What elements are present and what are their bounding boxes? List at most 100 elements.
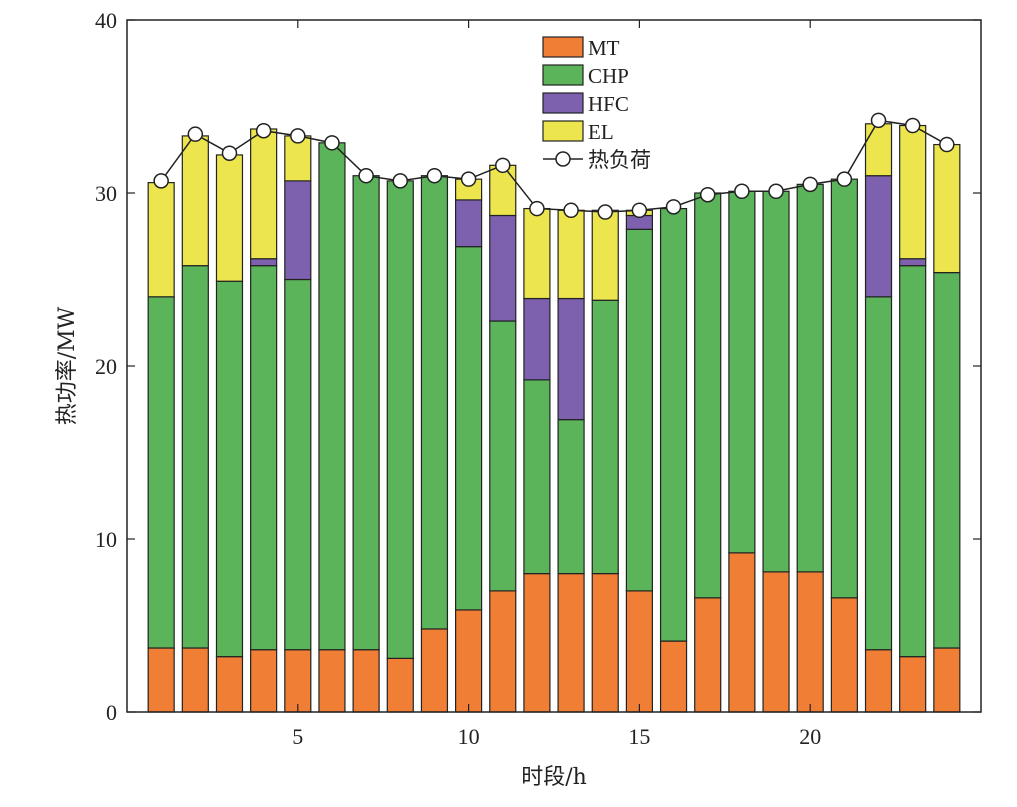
legend-label-hfc: HFC <box>588 92 629 116</box>
bar-chp-4 <box>250 265 278 651</box>
bar-mt-3 <box>215 656 244 713</box>
bar-chp-2 <box>181 265 209 649</box>
bar-mt-13 <box>557 572 585 713</box>
bar-mt-17 <box>694 597 722 713</box>
legend-marker-heat-load <box>555 151 571 167</box>
heat-load-point-2 <box>187 126 204 142</box>
bar-mt-12 <box>523 572 551 713</box>
bar-mt-15 <box>625 590 654 713</box>
bar-chp-1 <box>147 296 175 649</box>
bar-chp-22 <box>864 296 893 651</box>
line-layer <box>153 112 955 220</box>
bar-chp-7 <box>352 175 380 651</box>
bar-hfc-23 <box>899 258 927 267</box>
bar-mt-6 <box>318 649 346 713</box>
bar-mt-7 <box>352 649 380 713</box>
legend-label-chp: CHP <box>588 64 629 88</box>
y-axis-title: 热功率/MW <box>55 306 80 425</box>
bar-el-24 <box>933 143 961 274</box>
bar-hfc-10 <box>455 199 483 248</box>
heat-load-point-15 <box>631 202 648 219</box>
heat-load-point-21 <box>836 171 853 187</box>
bar-el-12 <box>523 207 551 300</box>
heat-load-point-18 <box>734 183 750 200</box>
bar-chp-14 <box>591 299 619 575</box>
heat-load-point-17 <box>699 186 716 203</box>
bar-hfc-22 <box>864 175 893 298</box>
bar-chp-16 <box>659 207 688 642</box>
bar-el-3 <box>215 154 244 282</box>
bar-mt-2 <box>181 647 209 713</box>
heat-load-point-22 <box>870 112 887 129</box>
legend-swatch-el <box>542 120 584 142</box>
y-tick-label-20: 20 <box>95 354 117 379</box>
bar-chp-12 <box>523 379 551 575</box>
heat-load-point-13 <box>563 202 579 219</box>
legend-swatch-mt <box>542 36 584 58</box>
bar-mt-23 <box>899 656 927 713</box>
bar-chp-24 <box>933 271 961 649</box>
bar-el-23 <box>899 124 927 260</box>
heat-load-point-7 <box>358 167 374 184</box>
x-tick-label-10: 10 <box>458 724 480 749</box>
legend-swatch-chp <box>542 64 584 86</box>
bar-mt-1 <box>147 647 175 713</box>
bar-el-14 <box>591 209 619 301</box>
heat-load-point-5 <box>290 128 306 144</box>
heat-load-point-19 <box>768 183 784 200</box>
bar-el-13 <box>557 209 585 300</box>
bar-mt-10 <box>455 609 483 713</box>
bar-chp-19 <box>762 190 790 573</box>
y-tick-label-30: 30 <box>95 181 117 206</box>
heat-load-point-8 <box>392 173 409 189</box>
heat-load-point-24 <box>939 136 955 153</box>
y-tick-label-10: 10 <box>95 527 117 552</box>
heat-load-point-14 <box>597 204 613 220</box>
bar-chp-18 <box>728 190 756 554</box>
bar-mt-19 <box>762 571 790 713</box>
bar-mt-8 <box>386 657 414 713</box>
heat-load-point-11 <box>495 157 511 174</box>
bar-el-4 <box>250 128 278 260</box>
heat-load-point-23 <box>904 117 921 134</box>
bar-chp-20 <box>796 183 824 573</box>
bar-mt-9 <box>420 628 449 713</box>
bar-el-22 <box>864 123 893 177</box>
heat-load-point-10 <box>460 171 477 187</box>
bar-chp-8 <box>386 180 414 659</box>
bar-hfc-13 <box>557 297 585 421</box>
bar-mt-24 <box>933 647 961 713</box>
bar-chp-5 <box>284 278 312 651</box>
heat-load-point-12 <box>529 200 545 217</box>
heat-load-point-20 <box>802 176 818 193</box>
heat-load-point-3 <box>221 145 238 161</box>
bar-mt-20 <box>796 571 824 713</box>
bar-chp-11 <box>489 320 517 592</box>
bar-mt-18 <box>728 552 756 713</box>
bar-mt-22 <box>864 649 893 713</box>
bar-el-1 <box>147 182 175 298</box>
bar-chp-23 <box>899 265 927 658</box>
bar-mt-14 <box>591 572 619 713</box>
bar-mt-21 <box>830 597 858 713</box>
bar-el-2 <box>181 135 209 267</box>
bar-hfc-12 <box>523 297 551 381</box>
bar-hfc-4 <box>250 258 278 267</box>
bar-chp-21 <box>830 178 858 599</box>
bar-mt-4 <box>250 649 278 713</box>
y-tick-label-0: 0 <box>106 700 117 725</box>
legend-label-heat-load: 热负荷 <box>588 148 651 172</box>
bar-chp-13 <box>557 419 585 575</box>
legend-swatch-hfc <box>542 92 584 114</box>
legend: MT CHP HFC EL 热负荷 <box>542 36 651 172</box>
bar-chp-3 <box>215 280 244 658</box>
bars-layer <box>147 123 961 713</box>
bar-chp-6 <box>318 142 346 651</box>
x-tick-label-5: 5 <box>292 724 303 749</box>
bar-mt-5 <box>284 649 312 713</box>
bar-chp-9 <box>420 175 449 630</box>
y-tick-label-40: 40 <box>95 8 117 33</box>
bar-chp-17 <box>694 192 722 599</box>
heat-load-point-4 <box>255 122 272 139</box>
